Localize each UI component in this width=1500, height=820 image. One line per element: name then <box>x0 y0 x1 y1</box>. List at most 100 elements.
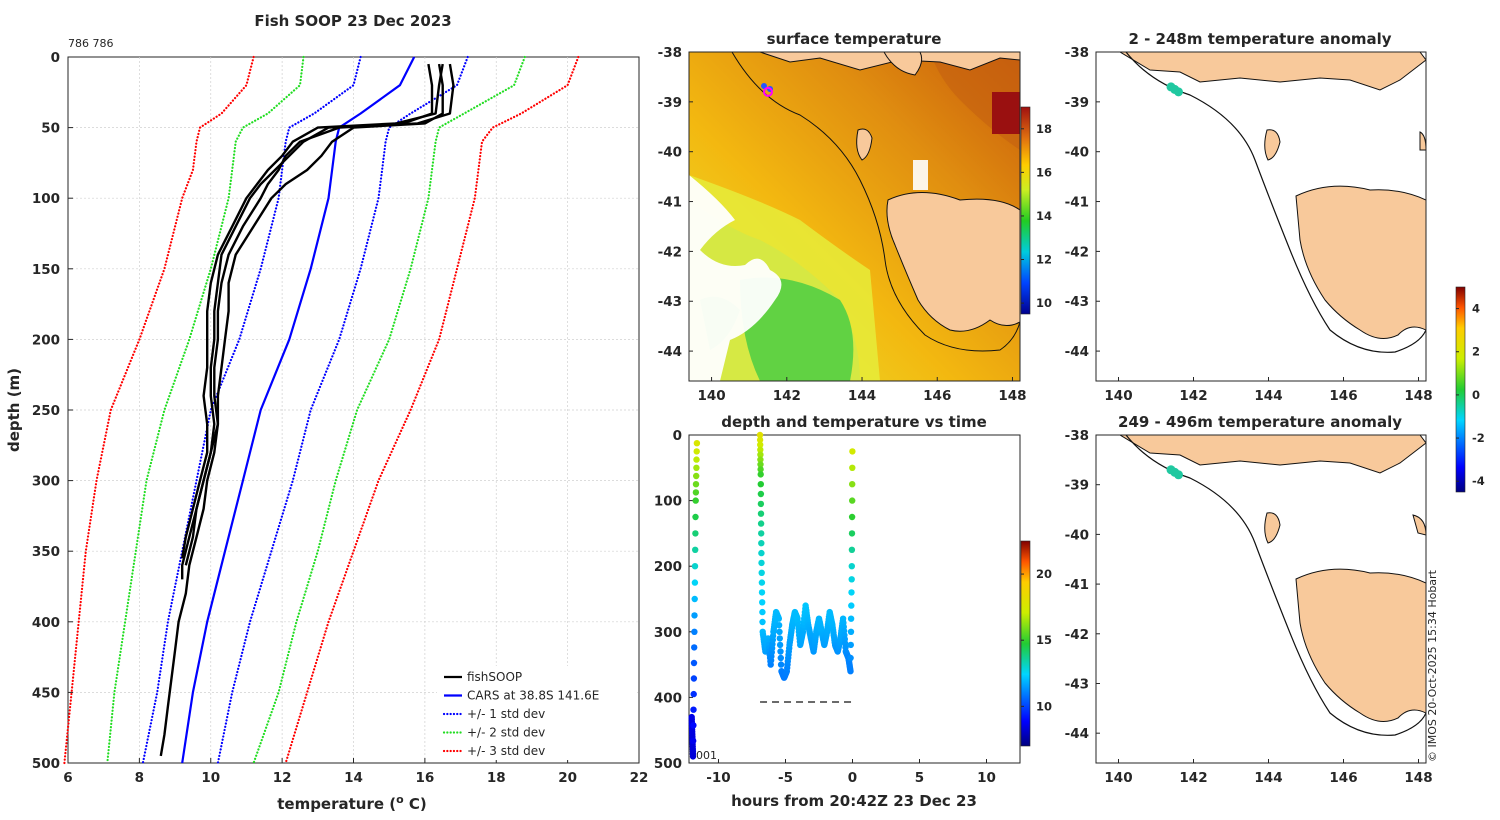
vessel-marker <box>762 86 773 97</box>
cb-tick-label: 2 <box>1472 345 1480 359</box>
cb-tick-label: 10 <box>1036 296 1052 310</box>
lat-tick-label: -38 <box>1065 428 1089 444</box>
time-axes <box>688 434 1021 764</box>
data-point <box>758 559 765 567</box>
data-point <box>757 520 765 527</box>
time-chart: depth and temperature vs time -10 -5 0 5 100… <box>654 413 1052 810</box>
anomaly-lower-map <box>1119 435 1426 736</box>
y-tick-label: 500 <box>32 756 60 772</box>
cb-tick-label: 16 <box>1036 165 1052 179</box>
cb-tick-label: -4 <box>1472 474 1485 488</box>
data-point <box>692 497 699 504</box>
anomaly-point <box>1174 470 1183 480</box>
y-tick-label: 300 <box>654 625 682 641</box>
x-tick-label: 0 <box>848 770 857 786</box>
data-point <box>757 500 765 508</box>
data-point <box>757 481 764 488</box>
data-point <box>757 446 764 453</box>
lon-tick-label: 144 <box>1254 770 1282 786</box>
data-point <box>693 456 700 463</box>
cb-tick-label: 10 <box>1036 699 1052 713</box>
x-tick-label: 18 <box>487 770 506 786</box>
data-point <box>692 481 700 488</box>
x-tick-label: 5 <box>915 770 924 786</box>
anomaly-lower-ticks: 140 142 144 146 148 -38 -39 -40 -41 -42 -43 -44 <box>1065 428 1433 786</box>
data-point <box>847 628 855 635</box>
data-point <box>690 706 697 713</box>
legend-label: +/- 3 std dev <box>467 744 545 758</box>
lat-tick-label: -44 <box>1065 726 1089 742</box>
legend-label: CARS at 38.8S 141.6E <box>467 689 599 703</box>
data-point <box>848 513 856 521</box>
data-point <box>757 456 764 463</box>
y-tick-label: 50 <box>41 121 60 137</box>
legend-label: fishSOOP <box>467 670 522 684</box>
data-point <box>776 641 784 649</box>
data-point <box>691 644 698 651</box>
data-point <box>757 466 764 473</box>
data-point <box>758 530 765 537</box>
data-point <box>848 602 855 609</box>
lat-tick-label: -42 <box>658 244 682 260</box>
data-point <box>848 563 855 570</box>
legend-label: +/- 1 std dev <box>467 707 545 721</box>
anomaly-point <box>1174 87 1183 97</box>
lon-tick-label: 146 <box>1329 770 1357 786</box>
y-tick-label: 400 <box>32 615 60 631</box>
lat-tick-label: -43 <box>658 294 682 310</box>
cb-tick-label: -2 <box>1472 431 1485 445</box>
data-point <box>690 690 697 698</box>
data-point <box>693 472 700 480</box>
data-point <box>847 668 854 675</box>
lon-tick-label: 148 <box>998 388 1026 404</box>
data-point <box>756 431 764 439</box>
lat-tick-label: -40 <box>658 145 682 161</box>
anomaly-upper-title: 2 - 248m temperature anomaly <box>1128 30 1391 48</box>
lat-tick-label: -38 <box>1065 45 1089 61</box>
y-tick-label: 350 <box>32 544 60 560</box>
data-point <box>693 464 700 471</box>
profile-legend: fishSOOP CARS at 38.8S 141.6E +/- 1 std de… <box>437 666 637 760</box>
x-tick-label: 22 <box>630 770 649 786</box>
lon-tick-label: 148 <box>1404 770 1432 786</box>
lon-tick-label: 146 <box>923 388 951 404</box>
data-point <box>691 579 699 586</box>
sst-ticks: 140 142 144 146 148 -38 -39 -40 -41 -42 -43 -44 <box>658 45 1027 404</box>
lat-tick-label: -41 <box>1065 577 1089 593</box>
time-colorbar <box>1020 540 1031 747</box>
data-point <box>776 635 783 642</box>
data-point <box>758 569 765 576</box>
lat-tick-label: -44 <box>658 344 682 360</box>
cb-tick-label: 20 <box>1036 567 1052 581</box>
data-point <box>692 513 699 521</box>
x-tick-label: -5 <box>778 770 793 786</box>
cb-tick-label: 15 <box>1036 633 1052 647</box>
data-point <box>847 654 854 662</box>
lat-tick-label: -38 <box>658 45 682 61</box>
data-point <box>849 448 856 455</box>
profile-x-ticks: 6 8 10 12 14 16 18 20 22 <box>63 758 648 786</box>
x-tick-label: 8 <box>135 770 144 786</box>
y-tick-label: 300 <box>32 474 60 490</box>
data-point <box>759 608 766 616</box>
lat-tick-label: -44 <box>1065 344 1089 360</box>
time-annotation: 001 <box>696 749 717 762</box>
data-point <box>759 618 766 626</box>
lon-tick-label: 140 <box>1104 388 1132 404</box>
std1-plus-line <box>216 55 469 765</box>
lat-tick-label: -41 <box>658 195 682 211</box>
y-tick-label: 0 <box>51 50 60 66</box>
time-xlabel: hours from 20:42Z 23 Dec 23 <box>731 792 977 810</box>
anomaly-colorbar-ticks: 4 2 0 -2 -4 <box>1456 302 1485 488</box>
data-point <box>693 448 700 455</box>
profile-chart: Fish SOOP 23 Dec 2023 786 786 6 8 10 12 14 16… <box>5 12 648 813</box>
data-point <box>848 589 855 596</box>
cb-tick-label: 14 <box>1036 209 1052 223</box>
profile-lines <box>63 55 580 765</box>
x-tick-label: 10 <box>201 770 220 786</box>
legend-label: +/- 2 std dev <box>467 726 545 740</box>
anomaly-lower-axes <box>1095 434 1427 764</box>
sst-colorbar-ticks: 10 12 14 16 18 <box>1021 122 1052 310</box>
std2-plus-line <box>252 55 526 765</box>
